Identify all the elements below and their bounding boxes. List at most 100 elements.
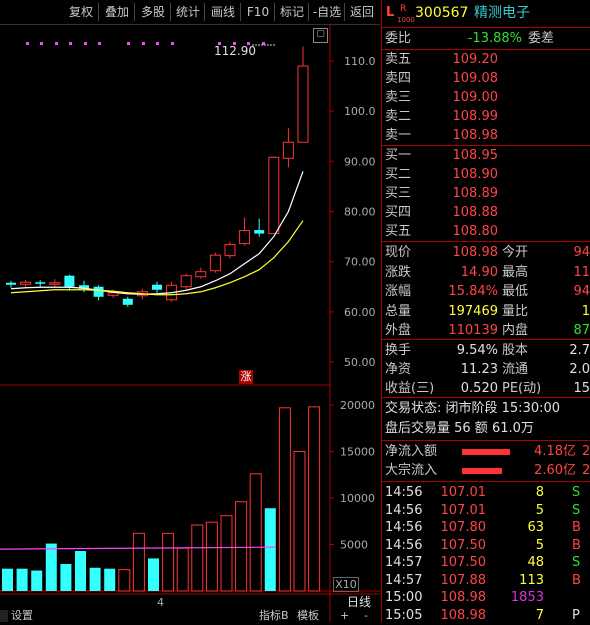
stat-value-2: 11	[573, 264, 590, 280]
ask-label: 卖五	[385, 52, 412, 67]
weicha-label: 委差	[528, 31, 555, 46]
ask-row: 卖五 109.20	[382, 51, 590, 69]
price-axis-label: 70.00	[344, 256, 376, 269]
fuquan-button[interactable]: 复权	[64, 3, 99, 21]
candle-body-down	[93, 286, 104, 297]
ask-price: 109.00	[452, 90, 499, 105]
stat-label-2: 最高	[502, 264, 529, 280]
stat-value: 197469	[448, 303, 498, 319]
ask-price: 109.20	[452, 52, 499, 67]
tick-row: 14:57 107.88 113 B	[382, 572, 590, 590]
stat-value: 108.98	[452, 245, 499, 260]
fund-label-2: 流通	[502, 362, 529, 377]
tick-volume: 8	[535, 485, 544, 500]
tick-side: P	[572, 607, 580, 623]
volume-bar-up	[220, 515, 233, 592]
settings-button[interactable]: 设置	[11, 609, 33, 622]
marker-dot	[40, 42, 43, 45]
stat-label: 外盘	[385, 323, 412, 338]
ask-price: 108.99	[452, 109, 499, 124]
trade-status-text: 交易状态: 闭市阶段 15:30:00	[385, 401, 561, 416]
bid-price: 108.95	[452, 148, 499, 163]
ma-short-line	[10, 171, 304, 295]
fund-value-2: 2.7	[569, 343, 590, 358]
top-dot-markers	[26, 42, 276, 46]
weibi-row: 委比 -13.88% 委差	[382, 30, 590, 48]
ask-row: 卖三 109.00	[382, 89, 590, 107]
marker-dot	[55, 42, 58, 45]
bid-row: 买二 108.90	[382, 166, 590, 184]
stat-label-2: 今开	[502, 245, 529, 260]
tick-time: 14:56	[385, 537, 423, 553]
tick-row: 14:56 107.01 8 S	[382, 484, 590, 502]
flow-label: 净流入额	[385, 444, 438, 459]
zoom-out-button[interactable]: -	[364, 609, 368, 622]
draw-line-button[interactable]: 画线	[206, 3, 241, 21]
moving-averages	[10, 171, 304, 296]
indicator-b-button[interactable]: 指标B	[259, 609, 289, 622]
stats-button[interactable]: 统计	[172, 3, 205, 21]
stock-name[interactable]: 精测电子	[474, 5, 530, 21]
fund-value-2: 2.0	[569, 362, 590, 377]
volume-bar-up	[205, 521, 218, 592]
tick-row: 14:56 107.80 63 B	[382, 519, 590, 537]
volume-bar-up	[293, 451, 306, 592]
price-axis-label: 110.0	[344, 55, 376, 68]
volume-ma-line	[0, 546, 277, 550]
volume-bar-up	[278, 407, 291, 592]
candle-body-up	[239, 230, 251, 245]
bid-price: 108.90	[452, 167, 499, 182]
tick-row: 14:57 107.50 48 S	[382, 554, 590, 572]
ask-label: 卖一	[385, 128, 412, 143]
level-badge-sub: 1000	[397, 16, 415, 24]
candle-body-up	[180, 275, 192, 288]
tick-volume: 5	[535, 502, 544, 518]
volume-bar-up	[249, 473, 262, 592]
quote-panel: L R 1000 300567 精测电子 委比 -13.88% 委差 卖五 10…	[381, 0, 590, 625]
marker-dot	[127, 42, 130, 45]
zoom-in-button[interactable]: +	[340, 609, 350, 622]
candle-body-down	[254, 230, 265, 234]
marker-dot	[233, 42, 236, 45]
marker-dot	[218, 42, 221, 45]
tick-row: 15:05 108.98 7 P	[382, 607, 590, 625]
volume-axis-label: 15000	[340, 446, 375, 459]
back-button[interactable]: 返回	[349, 5, 374, 19]
period-tab-daily[interactable]: 日线	[346, 595, 371, 609]
marker-dot	[142, 42, 145, 45]
tick-side: B	[572, 537, 581, 553]
marker-dot	[171, 42, 174, 45]
tick-price: 107.88	[440, 572, 487, 588]
f10-button[interactable]: F10	[242, 3, 275, 21]
volume-axis-label: 5000	[340, 539, 368, 552]
flow-value: 4.18亿	[534, 444, 576, 459]
ask-label: 卖三	[385, 90, 412, 105]
bid-label: 买五	[385, 224, 412, 239]
ask-price: 108.98	[452, 128, 499, 143]
price-axis-label: 80.00	[344, 206, 376, 219]
template-button[interactable]: 模板	[297, 609, 319, 622]
volume-bar-down	[148, 558, 159, 591]
ask-price: 109.08	[452, 71, 499, 86]
volume-bar-up	[235, 501, 248, 592]
candle-body-down	[64, 275, 75, 287]
tick-row: 14:56 107.50 5 B	[382, 537, 590, 555]
high-price-label: 112.90	[214, 44, 256, 58]
fund-label: 净资	[385, 362, 412, 377]
stat-value: 15.84%	[448, 284, 498, 299]
volume-bar-down	[75, 551, 86, 591]
bid-price: 108.88	[452, 205, 499, 220]
flow-value: 2.60亿	[534, 463, 576, 478]
kline-chart[interactable]: 110.0 100.0 90.00 80.00 70.00 60.00 50.00 2000…	[0, 25, 380, 622]
scroll-left-handle[interactable]	[0, 610, 8, 622]
remove-watchlist-button[interactable]: -自选	[310, 3, 345, 21]
candle-body-up	[195, 271, 207, 278]
volume-axis: 20000 15000 10000 5000	[330, 399, 375, 552]
collapse-icon[interactable]: ▢	[313, 28, 328, 43]
stat-value-2: 87	[573, 323, 590, 338]
overlay-button[interactable]: 叠加	[100, 3, 135, 21]
multi-stock-button[interactable]: 多股	[136, 3, 171, 21]
mark-button[interactable]: 标记	[276, 3, 309, 21]
stat-row: 涨幅 15.84% 最低 94	[382, 283, 590, 301]
tick-volume: 48	[527, 555, 544, 570]
